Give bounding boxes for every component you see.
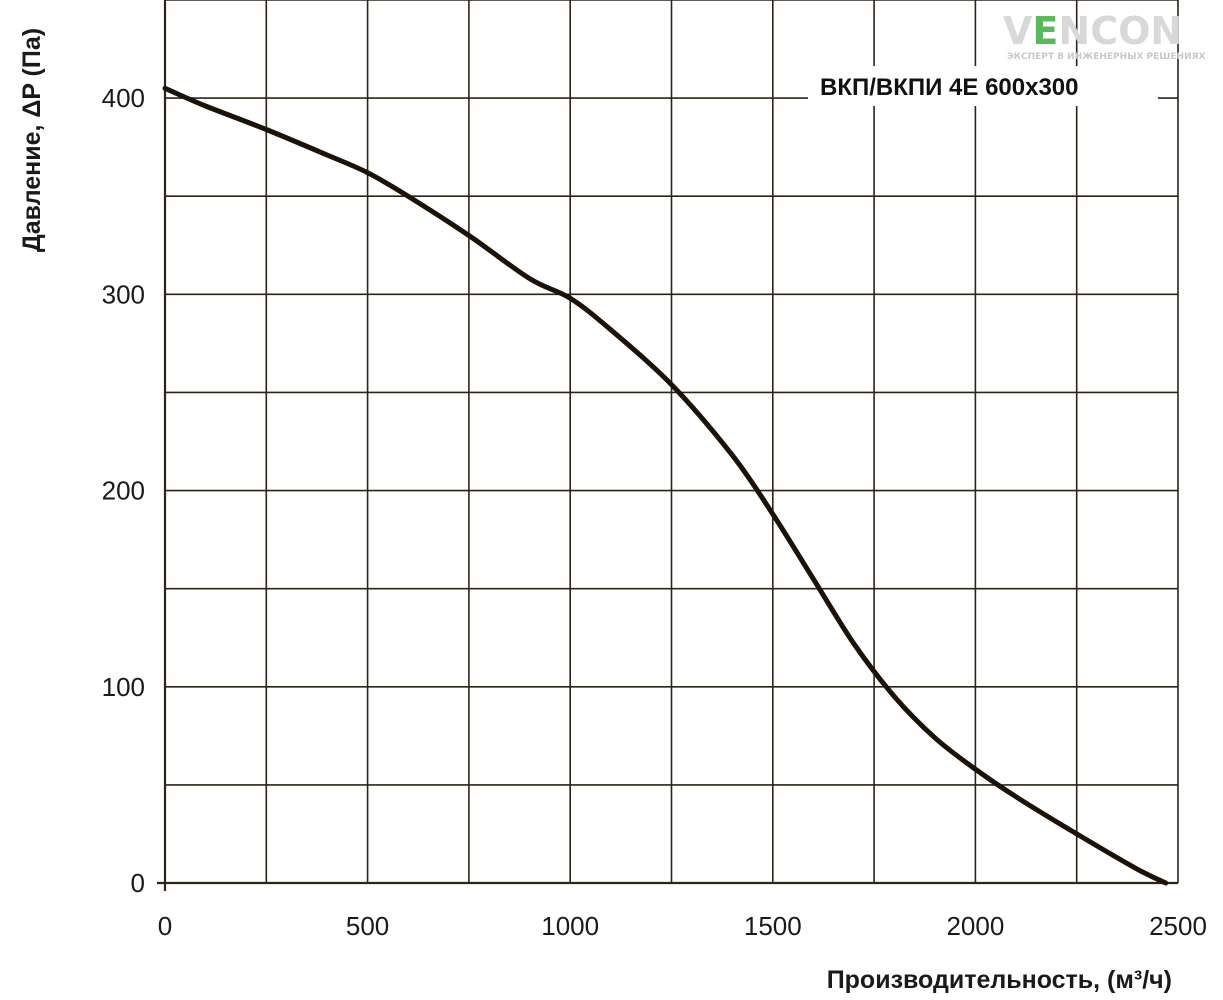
logo-tagline: ЭКСПЕРТ В ИНЖЕНЕРНЫХ РЕШЕНИЯХ (1007, 52, 1206, 62)
y-tick-label: 200 (102, 476, 145, 506)
x-tick-label: 0 (158, 911, 172, 941)
grid-lines (157, 0, 1179, 891)
x-tick-label: 2500 (1149, 911, 1207, 941)
tick-labels: 0 500 1000 1500 2000 2500 0 100 200 300 400 (102, 83, 1207, 941)
x-tick-label: 2000 (946, 911, 1004, 941)
y-tick-label: 0 (131, 868, 145, 898)
series-line (162, 85, 1169, 886)
model-label-group: ВКП/ВКПИ 4Е 600x300 (808, 66, 1158, 106)
x-tick-label: 1500 (744, 911, 802, 941)
y-tick-label: 100 (102, 672, 145, 702)
series-layer (162, 85, 1169, 886)
vencon-logo: VENCON ЭКСПЕРТ В ИНЖЕНЕРНЫХ РЕШЕНИЯХ (1003, 9, 1206, 62)
model-label-background (808, 66, 1158, 106)
x-tick-label: 500 (346, 911, 389, 941)
y-tick-label: 300 (102, 279, 145, 309)
logo-text: VENCON (1003, 9, 1182, 53)
x-axis-title: Производительность, (м³/ч) (827, 966, 1172, 994)
y-axis-title: Давление, ΔP (Па) (18, 28, 46, 252)
x-tick-label: 1000 (541, 911, 599, 941)
chart-title: ВКП/ВКПИ 4Е 600x300 (820, 74, 1079, 101)
y-tick-label: 400 (102, 83, 145, 113)
